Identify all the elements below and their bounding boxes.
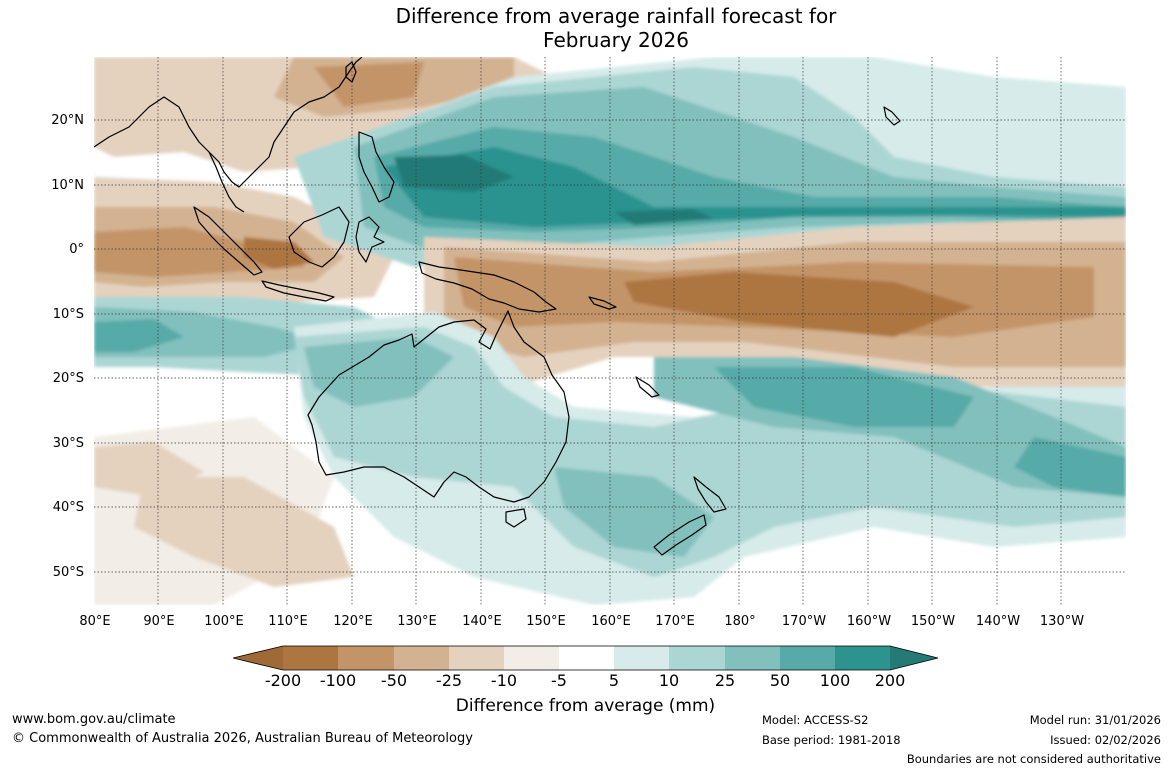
- legend-label-7: 10: [658, 671, 680, 690]
- map-title: Difference from average rainfall forecas…: [0, 4, 1173, 52]
- legend-swatch-7: [614, 646, 669, 670]
- australia-coast: [307, 310, 570, 503]
- anomaly-field: [94, 57, 1126, 605]
- rainfall-anomaly-map: [94, 57, 1126, 605]
- philippines-coast: [358, 131, 395, 203]
- model-run-date: Model run: 31/01/2026: [1029, 713, 1161, 727]
- boundaries-disclaimer: Boundaries are not considered authoritat…: [906, 752, 1161, 766]
- legend-label-2: -50: [380, 671, 408, 690]
- lon-label-140e: 140°E: [462, 614, 502, 629]
- anomaly-aus-teal-6: [1014, 437, 1126, 497]
- lat-label-20n: 20°N: [51, 113, 84, 128]
- legend-swatch-6: [559, 646, 614, 670]
- lon-label-180: 180°: [724, 614, 756, 629]
- lon-label-150w: 150°W: [910, 614, 956, 629]
- lat-label-20s: 20°S: [52, 371, 84, 386]
- model-name: Model: ACCESS-S2: [762, 713, 869, 727]
- legend-title: Difference from average (mm): [455, 696, 716, 716]
- legend-swatch-2: [338, 646, 394, 670]
- anomaly-aus-teal-3: [304, 337, 454, 407]
- anomaly-south-west-brown-3: [134, 477, 354, 587]
- legend-swatch-8: [669, 646, 725, 670]
- legend-swatch-12: [890, 646, 938, 670]
- legend-label-4: -10: [490, 671, 518, 690]
- legend-swatch-0: [233, 646, 283, 670]
- legend-label-9: 50: [769, 671, 791, 690]
- lon-label-110e: 110°E: [268, 614, 308, 629]
- lon-label-80e: 80°E: [79, 614, 111, 629]
- lon-label-130e: 130°E: [397, 614, 437, 629]
- anomaly-aus-teal-5: [714, 367, 974, 427]
- coastlines: [94, 57, 901, 556]
- lat-label-30s: 30°S: [52, 436, 84, 451]
- legend-swatch-3: [394, 646, 449, 670]
- anomaly-indian-brown-4: [244, 237, 314, 269]
- lon-label-100e: 100°E: [204, 614, 244, 629]
- legend-swatch-4: [449, 646, 504, 670]
- lon-label-160e: 160°E: [591, 614, 631, 629]
- lon-label-170w: 170°W: [781, 614, 827, 629]
- anomaly-indian-brown-3: [94, 227, 304, 277]
- map-svg: [94, 57, 1126, 605]
- lon-label-170e: 170°E: [655, 614, 695, 629]
- legend-label-10: 100: [819, 671, 851, 690]
- graticule: [94, 57, 1126, 605]
- new-zealand-south-coast: [653, 514, 707, 556]
- legend-label-6: 5: [608, 671, 620, 690]
- tasmania-coast: [505, 508, 527, 528]
- lon-label-160w: 160°W: [846, 614, 892, 629]
- lat-label-0: 0°: [69, 242, 84, 257]
- title-line-2: February 2026: [543, 28, 689, 52]
- java-coast: [261, 280, 335, 302]
- website-link[interactable]: www.bom.gov.au/climate: [12, 712, 176, 727]
- anomaly-indian-teal-3: [94, 319, 184, 352]
- legend-label-8: 25: [714, 671, 736, 690]
- copyright-text: © Commonwealth of Australia 2026, Austra…: [12, 731, 473, 746]
- lon-label-120e: 120°E: [333, 614, 373, 629]
- lat-label-10n: 10°N: [51, 178, 84, 193]
- sulawesi-coast: [355, 216, 385, 263]
- new-guinea-coast: [418, 261, 557, 313]
- lat-label-50s: 50°S: [52, 565, 84, 580]
- anomaly-nwpac-teal-6: [394, 155, 514, 192]
- legend-label-1: -100: [319, 671, 357, 690]
- borneo-coast: [288, 206, 350, 268]
- legend-swatch-9: [725, 646, 780, 670]
- new-caledonia-coast: [635, 376, 660, 398]
- taiwan-coast: [345, 61, 357, 83]
- issued-date: Issued: 02/02/2026: [1050, 733, 1161, 747]
- legend-swatch-1: [283, 646, 338, 670]
- lat-label-10s: 10°S: [52, 307, 84, 322]
- lat-label-40s: 40°S: [52, 500, 84, 515]
- lon-label-140w: 140°W: [975, 614, 1021, 629]
- legend-swatch-11: [835, 646, 890, 670]
- anomaly-nwpac-teal-5: [384, 147, 1126, 227]
- legend-swatch-5: [504, 646, 559, 670]
- new-zealand-north-coast: [693, 476, 727, 513]
- anomaly-nwpac-teal-7: [614, 209, 714, 225]
- anomaly-scs-brown: [314, 62, 424, 107]
- sumatra-coast: [193, 206, 263, 276]
- malay-peninsula-coast: [208, 151, 245, 213]
- legend-label-0: -200: [264, 671, 302, 690]
- legend-label-5: -5: [551, 671, 567, 690]
- title-line-1: Difference from average rainfall forecas…: [395, 4, 837, 28]
- legend-label-11: 200: [874, 671, 906, 690]
- lon-label-130w: 130°W: [1039, 614, 1085, 629]
- anomaly-pacific-brown-4: [624, 272, 974, 337]
- legend-outline: [233, 645, 939, 671]
- legend-swatch-10: [780, 646, 835, 670]
- solomon-islands-coast: [588, 296, 617, 310]
- hawaii-coast: [883, 106, 901, 126]
- legend-label-3: -25: [435, 671, 463, 690]
- asia-coast: [94, 57, 363, 188]
- base-period: Base period: 1981-2018: [762, 733, 901, 747]
- lon-label-150e: 150°E: [526, 614, 566, 629]
- legend-colorbar: [233, 645, 939, 671]
- lon-label-90e: 90°E: [143, 614, 175, 629]
